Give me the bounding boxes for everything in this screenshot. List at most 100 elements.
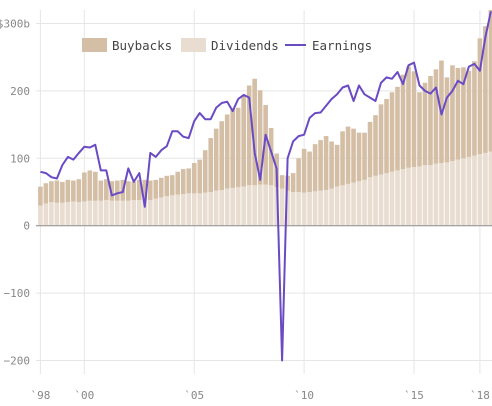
y-tick-label: 100 xyxy=(10,152,30,165)
buybacks-bar xyxy=(444,77,450,163)
buybacks-bar xyxy=(98,180,104,201)
dividends-bar xyxy=(384,173,389,226)
buybacks-bar xyxy=(202,150,208,193)
dividends-bar xyxy=(252,185,257,226)
buybacks-bar xyxy=(125,181,131,201)
x-axis-ticks: `98 `00 `05 `10 `15 `18 xyxy=(30,389,489,402)
buybacks-bar xyxy=(60,181,65,203)
dividends-bar xyxy=(224,188,230,226)
dividends-bar xyxy=(323,189,329,226)
buybacks-bar xyxy=(158,177,164,198)
buybacks-bar xyxy=(455,67,461,160)
dividends-bar xyxy=(488,151,492,226)
buybacks-bar xyxy=(483,26,488,153)
buybacks-bar xyxy=(411,71,417,168)
y-tick-label: 200 xyxy=(10,85,30,98)
dividends-bar xyxy=(268,185,274,226)
dividends-bar xyxy=(213,190,219,226)
dividends-bar xyxy=(241,186,246,226)
buybacks-bar xyxy=(186,168,192,194)
buybacks-bar xyxy=(87,170,93,201)
dividends-bar xyxy=(109,200,115,226)
dividends-bar xyxy=(340,185,345,226)
dividends-bar xyxy=(93,200,98,226)
buybacks-bar xyxy=(477,38,483,155)
legend-swatch-buybacks xyxy=(82,38,107,52)
dividends-bar xyxy=(230,187,235,226)
dividends-bar xyxy=(367,177,373,226)
dividends-bar xyxy=(274,187,279,226)
buybacks-bar xyxy=(235,107,241,188)
dividends-bar xyxy=(169,195,175,226)
dividends-bar xyxy=(477,154,483,226)
dividends-bar xyxy=(378,174,384,226)
buybacks-bar xyxy=(131,181,137,201)
dividends-bar xyxy=(329,188,334,226)
buybacks-bar xyxy=(104,179,109,201)
dividends-bar xyxy=(345,183,351,226)
earnings-line xyxy=(40,11,492,362)
y-tick-label: $300b xyxy=(0,17,30,30)
dividends-bar xyxy=(263,184,268,226)
x-tick-label: `98 xyxy=(30,389,50,402)
legend-label-earnings: Earnings xyxy=(312,38,372,53)
buybacks-bar xyxy=(472,61,477,156)
dividends-bar xyxy=(422,165,428,226)
dividends-bar xyxy=(334,186,340,226)
buybacks-bar xyxy=(82,172,87,202)
buybacks-bar xyxy=(389,92,395,172)
dividends-bar xyxy=(175,194,181,226)
buybacks-bar xyxy=(290,173,296,192)
bar-series xyxy=(38,10,492,226)
dividends-bar xyxy=(180,194,186,226)
dividends-bar xyxy=(318,190,323,226)
x-tick-label: `10 xyxy=(294,389,314,402)
buybacks-bar xyxy=(461,67,466,159)
buybacks-bar xyxy=(191,163,197,194)
dividends-bar xyxy=(290,192,296,226)
buybacks-bar xyxy=(213,128,219,191)
y-tick-label: −200 xyxy=(4,355,31,368)
dividends-bar xyxy=(98,200,104,226)
buybacks-bar xyxy=(384,98,389,174)
dividends-bar xyxy=(472,155,477,226)
buybacks-bar xyxy=(367,121,373,178)
dividends-bar xyxy=(433,163,439,226)
buybacks-bar xyxy=(301,148,307,193)
buybacks-bar xyxy=(334,144,340,187)
dividends-bar xyxy=(76,202,82,226)
buybacks-bar xyxy=(373,115,378,176)
buybacks-bar xyxy=(219,121,225,190)
buybacks-bar xyxy=(241,95,246,187)
buybacks-bar xyxy=(279,175,285,189)
buybacks-bar xyxy=(417,92,422,167)
legend-label-buybacks: Buybacks xyxy=(112,38,172,53)
buybacks-bar xyxy=(208,138,214,192)
buybacks-bar xyxy=(422,82,428,166)
dividends-bar xyxy=(257,184,263,226)
buybacks-bar xyxy=(54,180,60,203)
buybacks-bar xyxy=(340,131,345,186)
buybacks-bar xyxy=(345,126,351,184)
x-tick-label: `05 xyxy=(184,389,204,402)
buybacks-bar xyxy=(263,105,268,185)
y-tick-label: 0 xyxy=(23,220,30,233)
x-tick-label: `15 xyxy=(404,389,424,402)
buybacks-bar xyxy=(252,78,257,186)
buybacks-bar xyxy=(356,132,362,182)
dividends-bar xyxy=(450,160,455,226)
dividends-bar xyxy=(455,159,461,226)
dividends-bar xyxy=(120,200,126,226)
buybacks-bar xyxy=(147,180,153,201)
dividends-bar xyxy=(312,191,318,226)
dividends-bar xyxy=(186,193,192,226)
buybacks-bar xyxy=(378,104,384,175)
dividends-bar xyxy=(142,199,148,226)
dividends-bar xyxy=(104,200,109,226)
buybacks-bar xyxy=(351,128,356,183)
dividends-bar xyxy=(356,181,362,226)
dividends-bar xyxy=(235,187,241,226)
buybacks-bar xyxy=(153,179,159,199)
dividends-bar xyxy=(136,200,142,226)
